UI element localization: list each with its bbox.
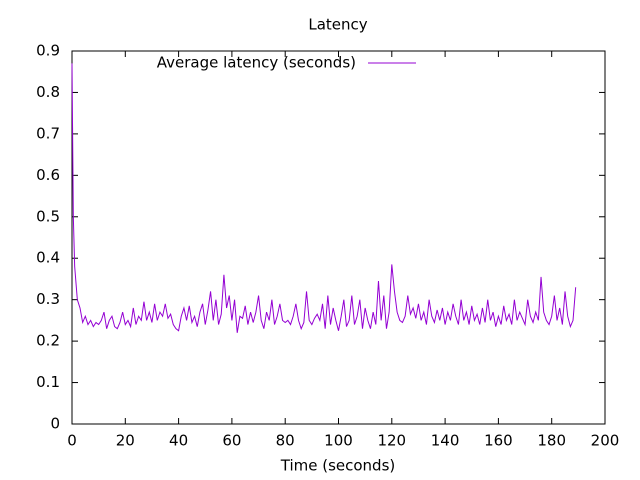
x-tick-label: 180 [537, 432, 566, 450]
y-tick-label: 0.1 [36, 373, 60, 391]
y-tick-label: 0.4 [36, 249, 60, 267]
x-tick-label: 80 [276, 432, 295, 450]
x-tick-label: 60 [222, 432, 241, 450]
y-tick-label: 0.8 [36, 83, 60, 101]
data-line [71, 63, 577, 333]
x-axis-label: Time (seconds) [280, 457, 396, 475]
x-tick-label: 160 [484, 432, 513, 450]
x-tick-label: 40 [169, 432, 188, 450]
y-tick-label: 0.6 [36, 166, 60, 184]
y-tick-label: 0.2 [36, 332, 60, 350]
y-tick-label: 0.7 [36, 124, 60, 142]
plot-border [71, 50, 606, 425]
x-tick-label: 140 [431, 432, 460, 450]
x-tick-label: 120 [377, 432, 406, 450]
x-tick-label: 0 [67, 432, 77, 450]
legend-label: Average latency (seconds) [157, 54, 356, 72]
y-tick-label: 0.5 [36, 207, 60, 225]
x-tick-label: 200 [591, 432, 620, 450]
y-tick-label: 0.9 [36, 42, 60, 60]
y-tick-label: 0.3 [36, 290, 60, 308]
y-tick-label: 0 [50, 415, 60, 433]
x-tick-label: 20 [116, 432, 135, 450]
chart-title: Latency [308, 16, 367, 34]
x-tick-label: 100 [324, 432, 353, 450]
